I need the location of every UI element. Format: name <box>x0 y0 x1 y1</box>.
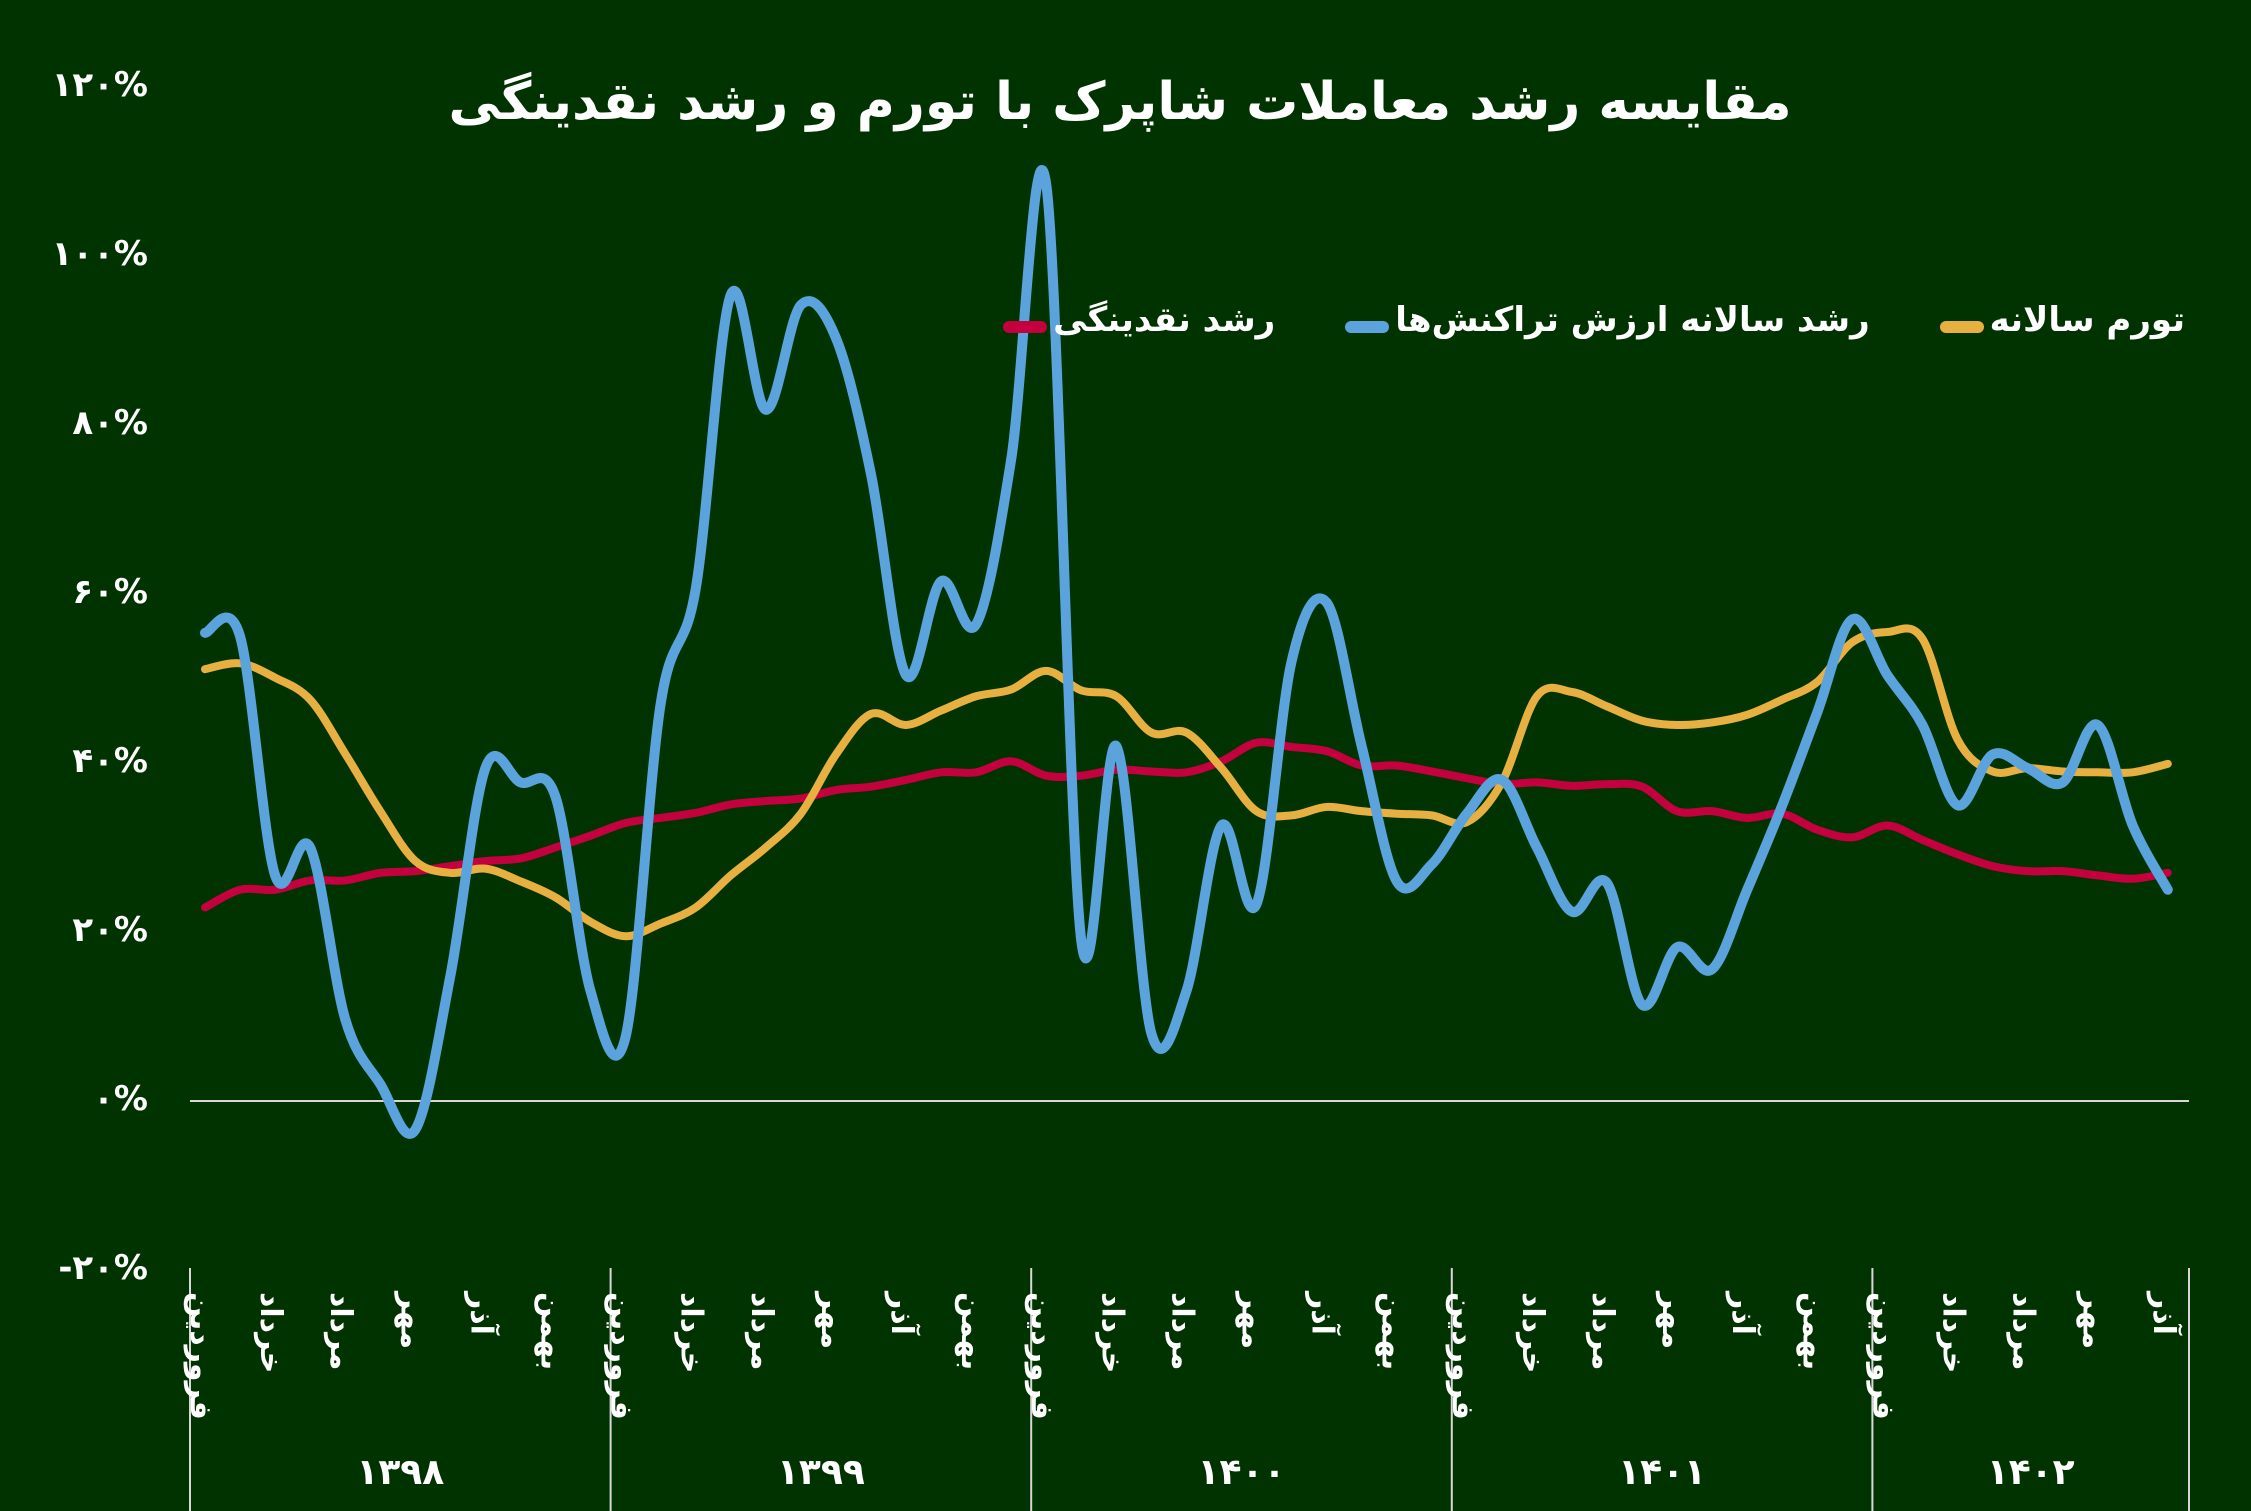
month-tick-label: مهر <box>1655 1292 1691 1350</box>
year-label: ۱۳۹۹ <box>776 1452 865 1493</box>
y-tick-label: ۴۰% <box>72 741 148 781</box>
month-tick-label: مهر <box>1234 1292 1270 1350</box>
year-label: ۱۴۰۱ <box>1618 1452 1707 1493</box>
month-tick-label: آذر <box>463 1292 499 1335</box>
month-tick-label: آذر <box>884 1292 919 1335</box>
month-tick-label: بهمن <box>954 1292 990 1371</box>
month-tick-label: مهر <box>393 1292 429 1350</box>
y-tick-label: ۲۰% <box>72 910 148 950</box>
y-tick-label: ۶۰% <box>72 572 148 612</box>
month-tick-label: مرداد <box>323 1292 359 1371</box>
legend-item-liquidity: رشد نقدینگی <box>1003 300 1275 340</box>
month-tick-label: خرداد <box>673 1292 709 1374</box>
month-tick-label: آذر <box>1304 1292 1340 1335</box>
series-inflation-line <box>201 624 2172 941</box>
month-tick-label: مرداد <box>2005 1292 2041 1371</box>
chart-title: مقایسه رشد معاملات شاپرک با تورم و رشد ن… <box>448 72 1792 132</box>
month-tick-label: آذر <box>2145 1292 2181 1335</box>
legend-label-inflation: تورم سالانه <box>1989 300 2185 340</box>
month-tick-label: مهر <box>813 1292 849 1350</box>
month-tick-label: خرداد <box>1514 1292 1550 1374</box>
y-tick-label: ۱۲۰% <box>51 65 148 105</box>
month-tick-label: مهر <box>2075 1292 2111 1350</box>
legend: تورم سالانه رشد سالانه ارزش تراکنش‌ها رش… <box>1003 300 2185 340</box>
y-tick-label: -۲۰% <box>58 1248 148 1288</box>
month-tick-label: فروردین <box>1865 1292 1901 1420</box>
month-tick-label: آذر <box>1725 1292 1761 1335</box>
legend-label-liquidity: رشد نقدینگی <box>1053 300 1276 340</box>
month-tick-label: خرداد <box>1935 1292 1971 1374</box>
legend-swatch-transactions <box>1345 321 1390 333</box>
month-tick-label: مرداد <box>743 1292 779 1371</box>
series-transactions-line <box>200 165 2173 1139</box>
legend-swatch-liquidity <box>1003 321 1048 333</box>
y-tick-label: ۰% <box>93 1079 148 1119</box>
month-tick-label: فروردین <box>1024 1292 1060 1420</box>
year-label: ۱۴۰۰ <box>1197 1452 1286 1493</box>
month-tick-label: بهمن <box>1374 1292 1410 1371</box>
month-tick-label: مرداد <box>1585 1292 1620 1371</box>
month-tick-label: بهمن <box>1795 1292 1831 1371</box>
month-tick-label: مرداد <box>1164 1292 1200 1371</box>
legend-item-transactions: رشد سالانه ارزش تراکنش‌ها <box>1345 300 1870 340</box>
month-tick-label: فروردین <box>603 1292 639 1420</box>
month-tick-label: خرداد <box>1094 1292 1130 1374</box>
month-tick-label: فروردین <box>183 1292 218 1420</box>
series-liquidity-line <box>201 738 2172 912</box>
month-tick-label: بهمن <box>533 1292 569 1371</box>
y-tick-label: ۸۰% <box>72 403 148 443</box>
month-tick-label: خرداد <box>253 1292 289 1374</box>
month-tick-label: فروردین <box>1444 1292 1480 1420</box>
legend-swatch-inflation <box>1939 321 1984 333</box>
legend-item-inflation: تورم سالانه <box>1939 300 2185 340</box>
year-label: ۱۴۰۲ <box>1986 1452 2075 1493</box>
year-label: ۱۳۹۸ <box>356 1452 445 1493</box>
y-tick-label: ۱۰۰% <box>51 234 148 274</box>
legend-label-transactions: رشد سالانه ارزش تراکنش‌ها <box>1395 300 1870 340</box>
